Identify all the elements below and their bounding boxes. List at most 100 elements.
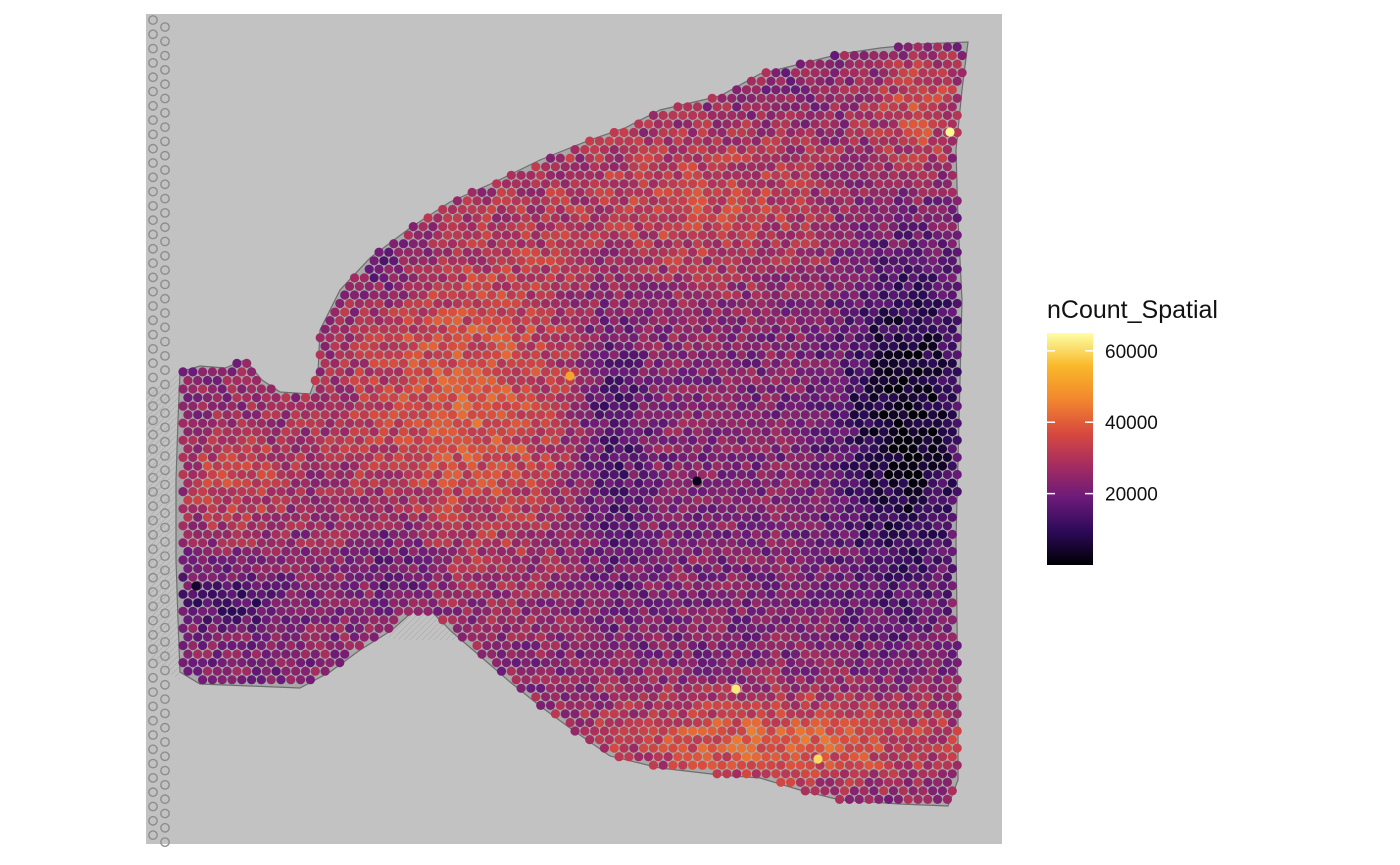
spot	[732, 358, 742, 368]
spot	[467, 632, 477, 642]
spot	[761, 256, 771, 266]
spot	[697, 709, 708, 719]
spot	[545, 461, 556, 471]
spot	[933, 76, 943, 86]
spot	[683, 615, 693, 625]
spot	[609, 179, 619, 189]
spot	[281, 529, 291, 540]
spot	[511, 469, 521, 480]
spot	[300, 632, 311, 642]
spot	[869, 478, 879, 488]
spot	[565, 529, 575, 540]
spot	[844, 179, 855, 189]
spot	[771, 85, 781, 95]
spot	[795, 76, 806, 86]
spot	[707, 93, 717, 103]
spot	[506, 239, 516, 249]
spot	[707, 179, 717, 189]
spot	[781, 324, 791, 334]
spot	[810, 273, 820, 283]
spot	[570, 418, 580, 428]
spot	[560, 555, 570, 565]
spot	[624, 273, 634, 283]
spot	[462, 196, 472, 206]
spot	[869, 170, 879, 180]
spot	[614, 204, 624, 215]
spot	[898, 444, 908, 454]
spot	[202, 564, 213, 574]
spot	[766, 196, 776, 206]
fiducial-dot	[160, 265, 170, 275]
spot	[692, 256, 703, 266]
spot	[673, 170, 683, 180]
spot	[550, 589, 561, 599]
spot	[937, 495, 948, 505]
spot	[506, 187, 516, 197]
spot	[678, 589, 688, 599]
spot	[487, 222, 497, 232]
spot	[300, 529, 311, 540]
spot	[202, 598, 213, 608]
spot	[443, 316, 453, 326]
spot	[487, 495, 497, 505]
spot	[521, 572, 531, 582]
spot	[942, 42, 953, 52]
spot	[648, 469, 659, 480]
spot	[898, 375, 908, 386]
spot	[496, 598, 507, 608]
spot	[746, 709, 757, 719]
spot	[776, 350, 786, 360]
spot	[511, 418, 521, 428]
fiducial-dot	[148, 730, 158, 740]
spot	[340, 546, 350, 557]
spot	[737, 298, 747, 309]
spot	[247, 589, 257, 599]
spot	[898, 393, 908, 403]
spot	[565, 256, 575, 266]
spot	[952, 469, 962, 480]
spot	[227, 555, 237, 565]
spot	[492, 640, 502, 651]
spot	[933, 59, 943, 69]
spot	[727, 162, 737, 172]
spot	[594, 273, 605, 283]
spot	[438, 273, 448, 283]
spot	[555, 222, 565, 232]
spot	[604, 153, 614, 163]
spot	[683, 666, 693, 676]
spot	[737, 367, 747, 377]
spot	[585, 204, 595, 215]
spot	[913, 384, 923, 394]
spot	[521, 504, 531, 514]
spot	[560, 316, 570, 326]
spot	[384, 316, 394, 326]
spot	[183, 666, 193, 676]
spot	[276, 658, 286, 668]
spot	[251, 427, 262, 437]
spot	[408, 581, 418, 591]
spot	[550, 418, 561, 428]
spot	[761, 358, 771, 368]
spot	[614, 598, 624, 608]
spot	[727, 93, 737, 103]
spot	[550, 555, 561, 565]
spot	[408, 410, 418, 420]
spot	[830, 632, 840, 642]
spot	[580, 675, 590, 685]
spot	[692, 358, 703, 368]
spot	[722, 700, 732, 711]
spot	[825, 469, 835, 480]
spot	[624, 256, 634, 266]
spot	[555, 478, 565, 488]
spot	[604, 700, 614, 711]
spot	[634, 512, 644, 522]
spot	[359, 598, 369, 608]
spot	[369, 632, 379, 642]
spot	[702, 170, 712, 180]
spot	[506, 564, 516, 574]
spot	[933, 298, 943, 309]
spot	[349, 410, 360, 420]
spot	[717, 316, 727, 326]
spot	[844, 623, 855, 634]
spot	[830, 187, 840, 197]
